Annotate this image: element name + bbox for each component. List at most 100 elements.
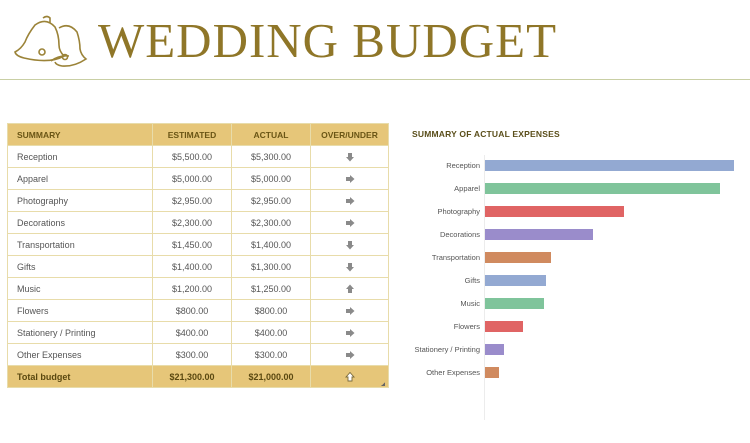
actual-cell[interactable]: $1,250.00 [231, 277, 311, 300]
chart-bar-row: Reception [405, 160, 750, 172]
col-header-actual[interactable]: ACTUAL [231, 123, 311, 146]
actual-cell[interactable]: $400.00 [231, 321, 311, 344]
chart-category-label: Decorations [439, 230, 480, 239]
table-row: Apparel $5,000.00 $5,000.00 [7, 167, 389, 190]
chart-bar-row: Transportation [405, 252, 750, 264]
chart-bar-row: Flowers [405, 321, 750, 333]
chart-bar-row: Decorations [405, 229, 750, 241]
table-row: Decorations $2,300.00 $2,300.00 [7, 211, 389, 234]
table-row: Photography $2,950.00 $2,950.00 [7, 189, 389, 212]
estimated-cell[interactable]: $21,300.00 [152, 365, 232, 388]
chart-bar-row: Stationery / Printing [405, 344, 750, 356]
chart-bar[interactable] [485, 229, 594, 240]
summary-cell[interactable]: Music [7, 277, 153, 300]
chart-category-label: Other Expenses [426, 368, 480, 377]
chart-axis [484, 155, 485, 420]
table-header-row: SUMMARY ESTIMATED ACTUAL OVER/UNDER [7, 123, 389, 146]
summary-cell[interactable]: Transportation [7, 233, 153, 256]
col-header-summary[interactable]: SUMMARY [7, 123, 153, 146]
actual-cell[interactable]: $5,300.00 [231, 145, 311, 168]
chart-category-label: Apparel [454, 184, 480, 193]
table-row: Stationery / Printing $400.00 $400.00 [7, 321, 389, 344]
right-arrow-icon [345, 306, 354, 315]
estimated-cell[interactable]: $800.00 [152, 299, 232, 322]
up-arrow-icon [345, 284, 354, 293]
wedding-bells-icon [14, 15, 88, 67]
down-arrow-icon [345, 240, 354, 250]
estimated-cell[interactable]: $2,950.00 [152, 189, 232, 212]
chart-category-label: Reception [446, 161, 480, 170]
over-under-cell[interactable] [310, 321, 389, 344]
chart-category-label: Transportation [431, 253, 480, 262]
actual-cell[interactable]: $21,000.00 [231, 365, 311, 388]
down-arrow-icon [345, 152, 354, 162]
table-row: Transportation $1,450.00 $1,400.00 [7, 233, 389, 256]
estimated-cell[interactable]: $400.00 [152, 321, 232, 344]
chart-bar[interactable] [485, 206, 624, 217]
estimated-cell[interactable]: $300.00 [152, 343, 232, 366]
right-arrow-icon [345, 196, 354, 205]
summary-cell[interactable]: Gifts [7, 255, 153, 278]
down-arrow-icon [345, 262, 354, 272]
chart-bar[interactable] [485, 367, 500, 378]
summary-cell[interactable]: Apparel [7, 167, 153, 190]
right-arrow-icon [345, 218, 354, 227]
actual-expenses-chart: SUMMARY OF ACTUAL EXPENSES Reception Appa… [405, 120, 750, 420]
right-arrow-icon [345, 174, 354, 183]
chart-bar-row: Photography [405, 206, 750, 218]
chart-bar[interactable] [485, 160, 734, 171]
table-row: Gifts $1,400.00 $1,300.00 [7, 255, 389, 278]
estimated-cell[interactable]: $1,200.00 [152, 277, 232, 300]
actual-cell[interactable]: $1,400.00 [231, 233, 311, 256]
chart-bar-row: Gifts [405, 275, 750, 287]
total-row: Total budget $21,300.00 $21,000.00 [7, 365, 389, 388]
table-row: Music $1,200.00 $1,250.00 [7, 277, 389, 300]
chart-title: SUMMARY OF ACTUAL EXPENSES [412, 129, 560, 139]
col-header-estimated[interactable]: ESTIMATED [152, 123, 232, 146]
summary-cell[interactable]: Photography [7, 189, 153, 212]
chart-bar[interactable] [485, 275, 547, 286]
summary-cell[interactable]: Other Expenses [7, 343, 153, 366]
over-under-cell[interactable] [310, 365, 389, 388]
actual-cell[interactable]: $300.00 [231, 343, 311, 366]
chart-bar[interactable] [485, 183, 720, 194]
header-divider [0, 79, 750, 80]
actual-cell[interactable]: $5,000.00 [231, 167, 311, 190]
summary-cell[interactable]: Reception [7, 145, 153, 168]
summary-cell[interactable]: Stationery / Printing [7, 321, 153, 344]
chart-bar-row: Other Expenses [405, 367, 750, 379]
chart-bar[interactable] [485, 344, 504, 355]
chart-bar-row: Music [405, 298, 750, 310]
page-title: WEDDING BUDGET [98, 13, 557, 68]
budget-table: SUMMARY ESTIMATED ACTUAL OVER/UNDER Rece… [7, 123, 389, 388]
chart-category-label: Gifts [464, 276, 480, 285]
summary-cell[interactable]: Decorations [7, 211, 153, 234]
page-header: WEDDING BUDGET [0, 0, 750, 80]
actual-cell[interactable]: $2,300.00 [231, 211, 311, 234]
estimated-cell[interactable]: $1,450.00 [152, 233, 232, 256]
right-arrow-icon [345, 328, 354, 337]
chart-category-label: Photography [437, 207, 480, 216]
chart-bar[interactable] [485, 321, 523, 332]
summary-cell[interactable]: Flowers [7, 299, 153, 322]
col-header-over-under[interactable]: OVER/UNDER [310, 123, 389, 146]
chart-bar[interactable] [485, 252, 551, 263]
right-arrow-icon [345, 350, 354, 359]
up-arrow-outline-icon [344, 371, 355, 382]
actual-cell[interactable]: $800.00 [231, 299, 311, 322]
estimated-cell[interactable]: $1,400.00 [152, 255, 232, 278]
table-row: Other Expenses $300.00 $300.00 [7, 343, 389, 366]
estimated-cell[interactable]: $5,500.00 [152, 145, 232, 168]
actual-cell[interactable]: $2,950.00 [231, 189, 311, 212]
summary-cell[interactable]: Total budget [7, 365, 153, 388]
table-row: Reception $5,500.00 $5,300.00 [7, 145, 389, 168]
actual-cell[interactable]: $1,300.00 [231, 255, 311, 278]
estimated-cell[interactable]: $2,300.00 [152, 211, 232, 234]
over-under-cell[interactable] [310, 255, 389, 278]
chart-category-label: Music [460, 299, 480, 308]
estimated-cell[interactable]: $5,000.00 [152, 167, 232, 190]
chart-category-label: Flowers [453, 322, 480, 331]
chart-bar-row: Apparel [405, 183, 750, 195]
table-resize-handle[interactable] [381, 382, 385, 386]
chart-bar[interactable] [485, 298, 544, 309]
